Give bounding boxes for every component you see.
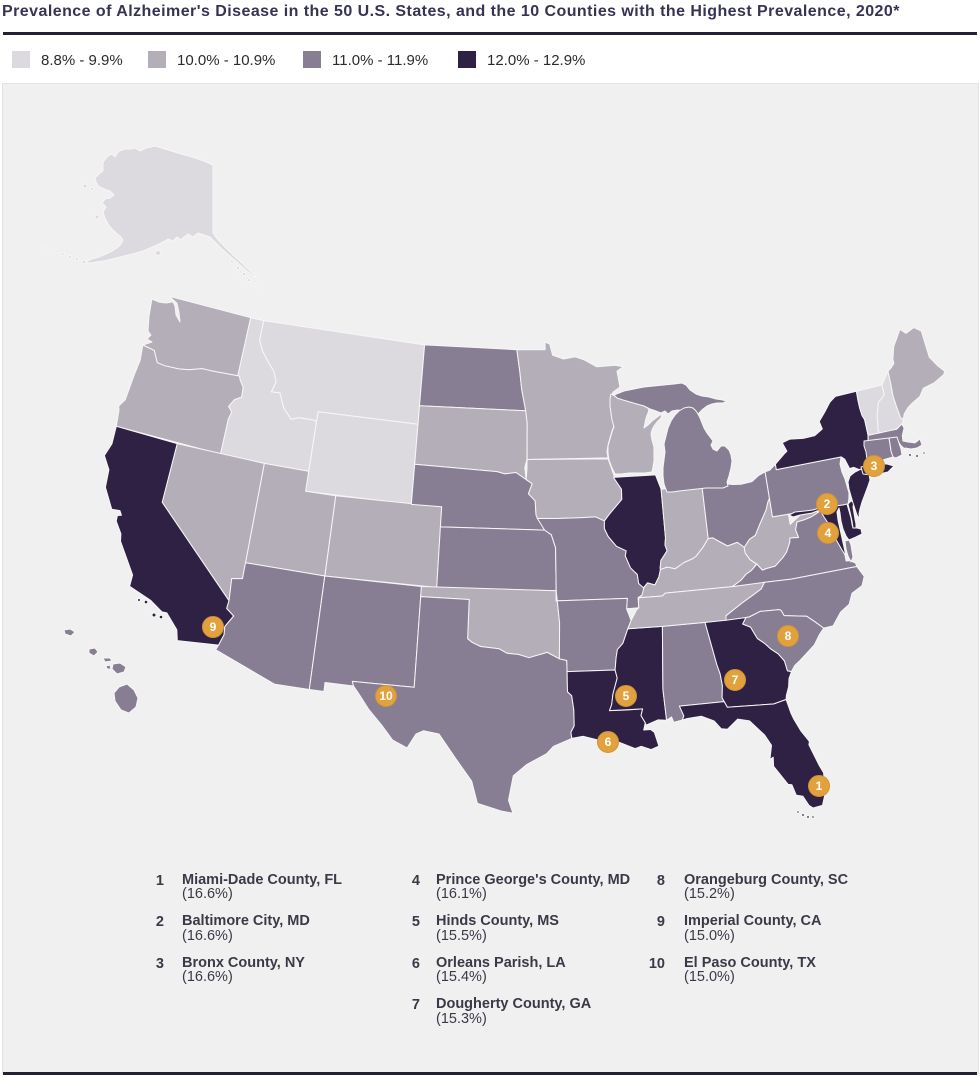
svg-text:10: 10 [379,689,393,703]
svg-text:8: 8 [785,629,792,643]
svg-text:3: 3 [871,459,878,473]
svg-text:6: 6 [605,735,612,749]
svg-text:7: 7 [732,673,739,687]
svg-text:2: 2 [824,497,831,511]
svg-text:4: 4 [825,526,832,540]
svg-text:5: 5 [623,689,630,703]
svg-text:9: 9 [210,620,217,634]
svg-text:1: 1 [816,779,823,793]
